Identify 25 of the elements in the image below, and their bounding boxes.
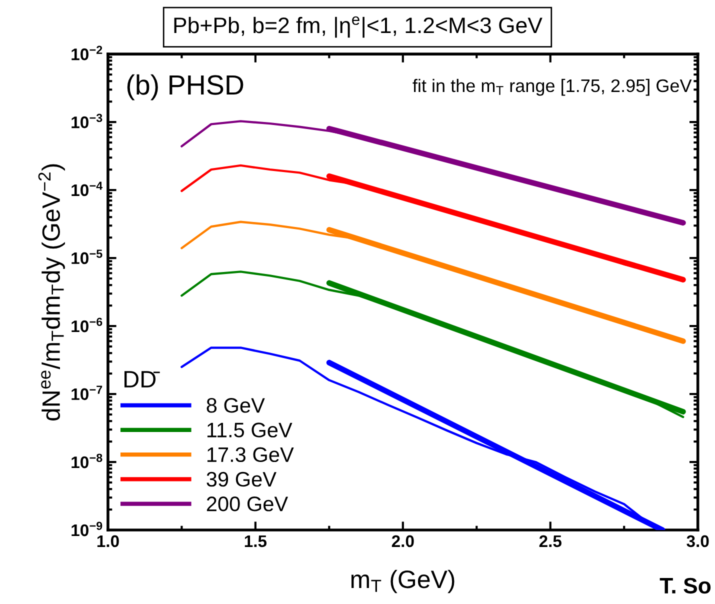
legend-title: DD̄: [124, 371, 160, 388]
legend-label: 8 GeV: [206, 398, 265, 413]
x-tick-label: 1.5: [244, 535, 267, 548]
y-tick-label: 10$^{−8}$: [72, 454, 102, 468]
y-tick-label: 10$^{−3}$: [72, 114, 102, 128]
x-tick-label: 2.0: [392, 535, 414, 548]
legend-label: 200 GeV: [206, 496, 288, 512]
text: dN$^{ee}$/m$_{T}$dm$_{T}$dy (GeV$^{−2}$): [38, 164, 65, 420]
annotation: fit in the m$_{T}$ range [1.75, 2.95] GeV: [412, 78, 692, 96]
x-tick-label: 1.0: [97, 535, 119, 548]
x-axis-title: m$_{T}$ (GeV): [351, 570, 454, 594]
y-tick-label: 10$^{−2}$: [72, 46, 102, 60]
x-tick-label: 3.0: [686, 535, 709, 548]
x-tick-label: 2.5: [539, 535, 562, 548]
legend-label: 17.3 GeV: [207, 447, 294, 462]
legend-label: 39 GeV: [206, 472, 276, 487]
annotation: (b) PHSD: [127, 74, 244, 100]
legend-label: 11.5 GeV: [207, 422, 292, 438]
chart-title: Pb+Pb, b=2 fm, |η$^{e}$|<1, 1.2<M<3 GeV: [174, 16, 542, 38]
y-tick-label: 10$^{−4}$: [72, 182, 103, 196]
text: T. So: [660, 578, 711, 594]
y-tick-label: 10$^{−5}$: [72, 250, 102, 264]
y-tick-label: 10$^{−9}$: [72, 522, 102, 536]
y-tick-label: 10$^{−7}$: [72, 386, 102, 400]
y-tick-label: 10$^{−6}$: [72, 318, 102, 332]
